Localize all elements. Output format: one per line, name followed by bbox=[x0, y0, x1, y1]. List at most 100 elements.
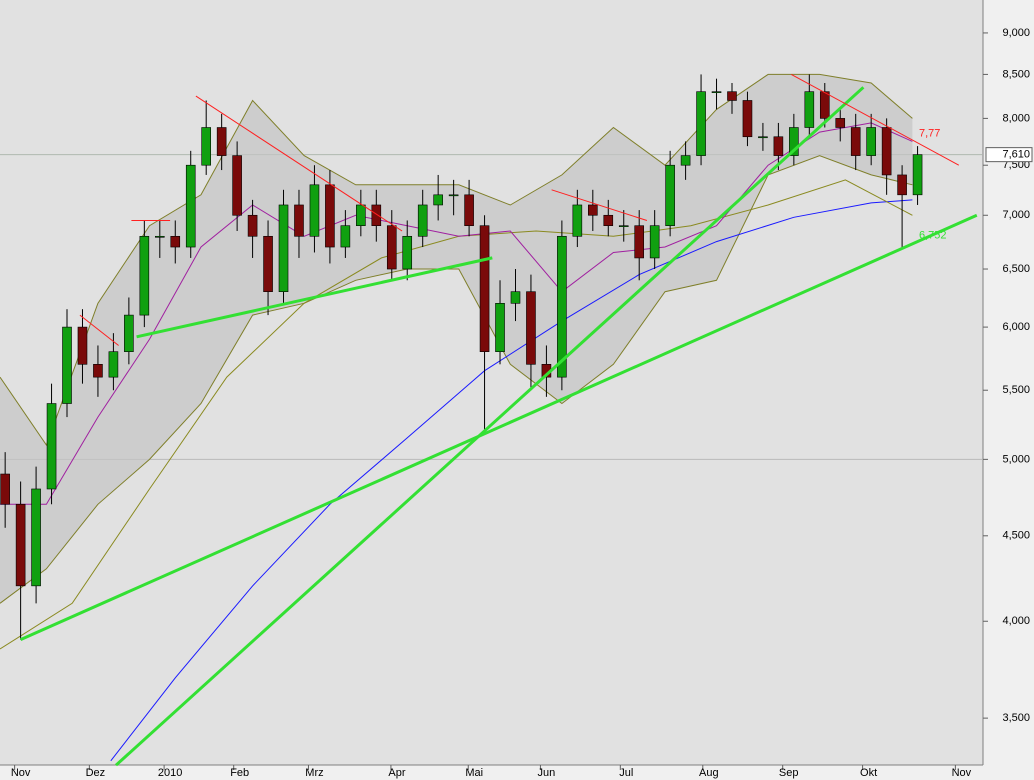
x-tick-label: Nov bbox=[11, 767, 31, 779]
candle-body bbox=[649, 225, 660, 259]
candle-body bbox=[557, 235, 567, 378]
resistance-line bbox=[79, 314, 119, 346]
candle-body bbox=[263, 235, 273, 292]
candle-body bbox=[742, 100, 753, 138]
candle-body bbox=[912, 154, 923, 196]
candle-body bbox=[464, 194, 474, 226]
candle-body bbox=[835, 118, 846, 128]
candle-body bbox=[185, 164, 196, 248]
candle-body bbox=[789, 127, 799, 156]
y-tick-label: 5,000 bbox=[1002, 453, 1030, 465]
y-tick-label: 4,000 bbox=[1002, 615, 1030, 627]
x-tick-label: Aug bbox=[699, 767, 719, 779]
candle-body bbox=[77, 326, 88, 365]
resistance-line bbox=[195, 95, 403, 232]
ma-line bbox=[110, 199, 913, 762]
candle-body bbox=[247, 214, 258, 237]
candle-body bbox=[417, 204, 428, 237]
candle-body bbox=[216, 127, 227, 156]
candle-body bbox=[139, 235, 150, 316]
y-tick-label: 6,500 bbox=[1002, 263, 1030, 275]
candle-body bbox=[232, 155, 242, 216]
candle-body bbox=[386, 225, 397, 270]
candle-body bbox=[804, 91, 815, 128]
y-tick-label: 6,000 bbox=[1002, 321, 1030, 333]
x-tick-label: Nov bbox=[952, 767, 972, 779]
x-tick-label: Dez bbox=[86, 767, 106, 779]
candle-body bbox=[0, 473, 10, 505]
y-axis-panel bbox=[983, 0, 1034, 780]
resistance-line bbox=[551, 189, 648, 221]
candle-body bbox=[758, 136, 768, 139]
candle-body bbox=[479, 225, 490, 352]
x-tick-label: 2010 bbox=[158, 767, 182, 779]
x-tick-label: Mai bbox=[465, 767, 483, 779]
y-tick-label: 8,000 bbox=[1002, 112, 1030, 124]
candle-body bbox=[402, 235, 413, 270]
candle-body bbox=[881, 127, 892, 176]
x-tick-label: Feb bbox=[230, 767, 249, 779]
x-axis-panel bbox=[0, 765, 983, 780]
candle-body bbox=[170, 235, 181, 248]
candle-body bbox=[773, 136, 784, 156]
annotation: 7,77 bbox=[919, 127, 940, 139]
candle-body bbox=[15, 503, 26, 587]
x-tick-label: Okt bbox=[860, 767, 877, 779]
candle-body bbox=[588, 204, 598, 216]
candle-body bbox=[155, 235, 165, 238]
candle-body bbox=[618, 225, 629, 227]
candle-body bbox=[866, 127, 876, 156]
candle-body bbox=[356, 204, 366, 226]
candle-body bbox=[448, 194, 459, 197]
candle-body bbox=[309, 184, 320, 237]
y-tick-label: 7,000 bbox=[1002, 209, 1030, 221]
x-tick-label: Mrz bbox=[305, 767, 323, 779]
candle-body bbox=[433, 194, 443, 206]
candle-body bbox=[201, 127, 211, 166]
y-tick-label: 8,500 bbox=[1002, 68, 1030, 80]
candle-body bbox=[46, 403, 57, 490]
candle-body bbox=[325, 184, 335, 248]
x-tick-label: Apr bbox=[388, 767, 405, 779]
candle-body bbox=[603, 214, 614, 226]
price-label: 7,610 bbox=[1002, 149, 1030, 161]
price-box bbox=[985, 147, 1033, 163]
y-tick-label: 9,000 bbox=[1002, 27, 1030, 39]
candle-body bbox=[62, 326, 72, 404]
candle-body bbox=[634, 225, 645, 259]
candle-body bbox=[897, 174, 907, 196]
y-tick-label: 5,500 bbox=[1002, 384, 1030, 396]
candle-body bbox=[340, 225, 351, 248]
band-fill bbox=[0, 74, 913, 604]
band-upper bbox=[0, 73, 913, 447]
candle-body bbox=[495, 303, 505, 352]
support-line bbox=[136, 256, 493, 339]
candle-body bbox=[727, 91, 737, 101]
candle-body bbox=[294, 204, 304, 237]
candle-body bbox=[124, 314, 134, 352]
candle-body bbox=[371, 204, 382, 226]
x-tick-label: Jul bbox=[619, 767, 633, 779]
candle-body bbox=[665, 164, 675, 226]
support-line bbox=[114, 86, 865, 767]
candle-body bbox=[278, 204, 289, 292]
candle-body bbox=[526, 291, 536, 365]
x-tick-label: Jun bbox=[538, 767, 556, 779]
candle-body bbox=[819, 91, 830, 119]
x-tick-label: Sep bbox=[779, 767, 799, 779]
candle-body bbox=[93, 364, 103, 378]
candle-body bbox=[108, 351, 119, 378]
candle-body bbox=[850, 127, 861, 156]
candle-body bbox=[510, 291, 521, 304]
ma-line bbox=[0, 122, 913, 505]
candle-body bbox=[680, 155, 691, 166]
candle-body bbox=[711, 91, 722, 93]
support-line bbox=[19, 213, 978, 641]
candle-body bbox=[572, 204, 583, 237]
y-tick-label: 4,500 bbox=[1002, 530, 1030, 542]
y-tick-label: 3,500 bbox=[1002, 712, 1030, 724]
candle-body bbox=[31, 488, 41, 587]
candle-body bbox=[696, 91, 706, 156]
annotation: 6,752 bbox=[919, 229, 947, 241]
